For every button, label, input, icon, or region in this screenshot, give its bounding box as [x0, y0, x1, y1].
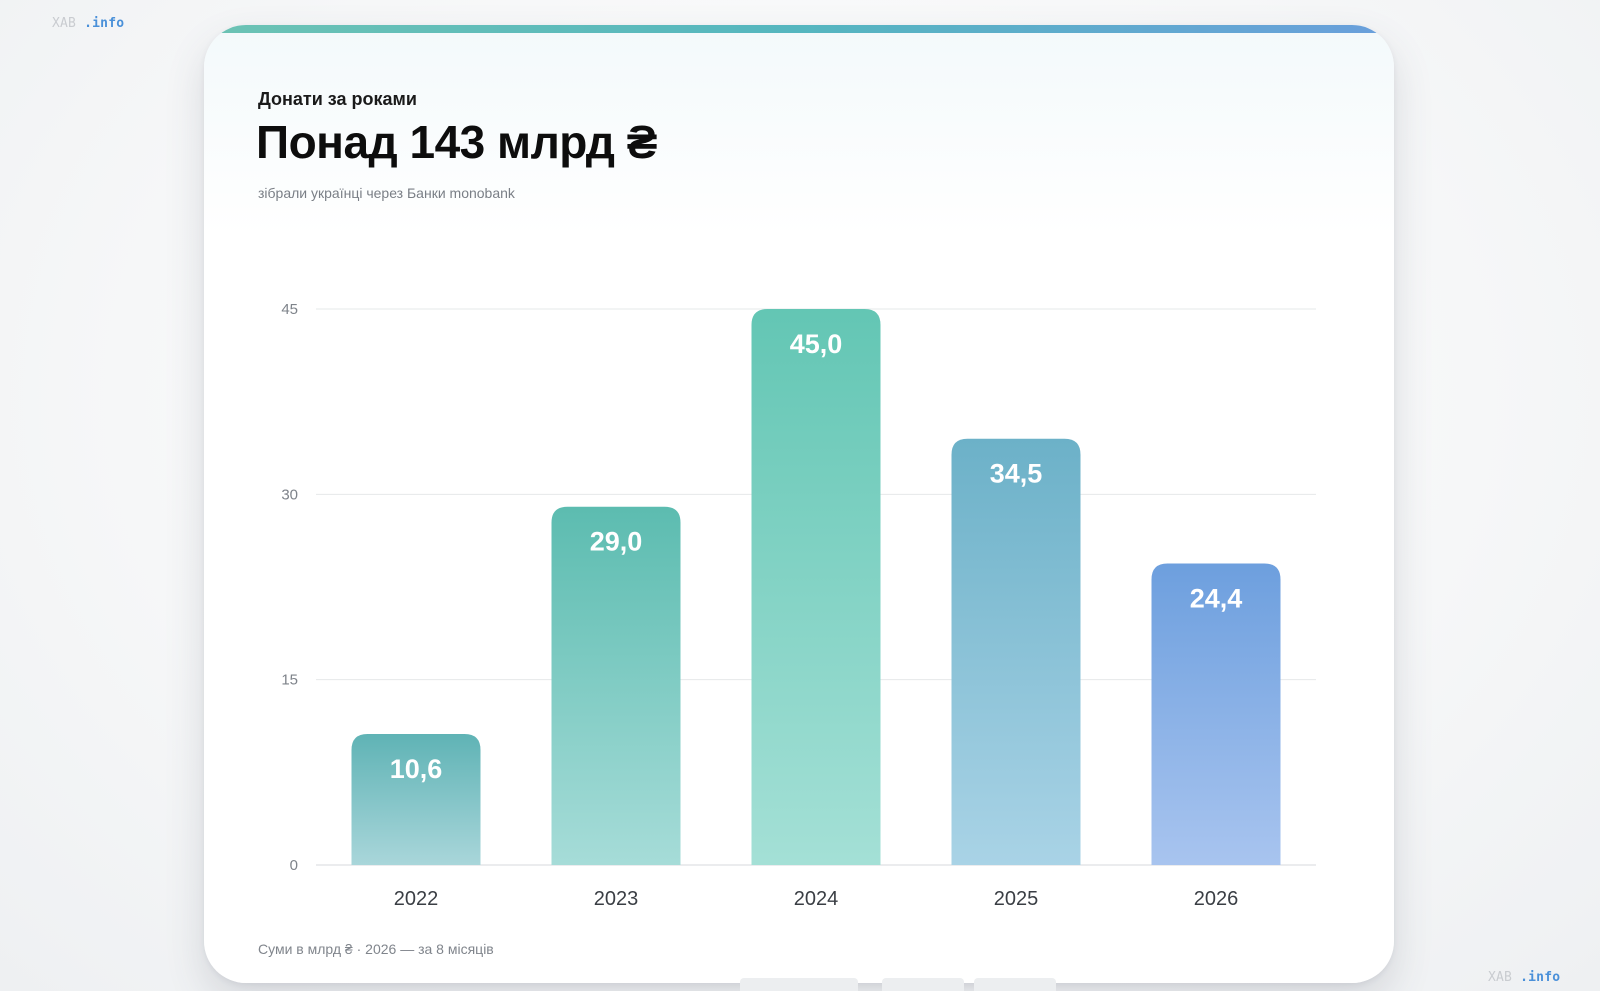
bar-2024 — [751, 309, 881, 865]
chart-headline: Понад 143 млрд ₴ — [256, 116, 657, 168]
x-category-label: 2026 — [1194, 888, 1239, 910]
bar-value-label: 45,0 — [790, 329, 843, 359]
brand-logo-top: ХАВ .info — [52, 16, 124, 31]
x-category-label: 2023 — [594, 888, 639, 910]
bar-value-label: 34,5 — [990, 459, 1043, 489]
chart-caption: зібрали українці через Банки monobank — [258, 185, 515, 201]
bar-2025 — [951, 438, 1081, 865]
x-category-label: 2022 — [394, 888, 439, 910]
brand-name: ХАВ — [52, 16, 77, 31]
bottom-tab — [974, 978, 1056, 991]
y-tick-label: 30 — [281, 486, 298, 503]
label-layer: 0 15 30 45 10,6 2022 29,0 2023 45,0 2024 34,5 2025 2… — [281, 301, 1242, 910]
brand-name: ХАВ — [1488, 970, 1513, 985]
bar-value-label: 24,4 — [1190, 584, 1243, 614]
bar-2022 — [351, 734, 481, 865]
x-category-label: 2024 — [794, 888, 839, 910]
brand-suffix: .info — [1520, 970, 1561, 985]
brand-logo-bottom: ХАВ .info — [1488, 970, 1560, 985]
bar-2026 — [1151, 563, 1281, 865]
x-category-label: 2025 — [994, 888, 1039, 910]
y-tick-label: 15 — [281, 672, 298, 689]
chart-card: Донати за роками Понад 143 млрд ₴ зібрал… — [204, 25, 1394, 983]
chart-kicker: Донати за роками — [258, 89, 417, 109]
card-accent-bar — [204, 25, 1394, 33]
bar-value-label: 10,6 — [390, 754, 443, 784]
bar-chart: 0 15 30 45 10,6 2022 29,0 2023 45,0 2024 34,5 2025 2… — [281, 301, 1316, 910]
bottom-tab — [740, 978, 858, 991]
bottom-tab — [882, 978, 964, 991]
y-tick-label: 0 — [290, 857, 298, 874]
brand-suffix: .info — [84, 16, 125, 31]
bar-2023 — [551, 506, 681, 865]
y-tick-label: 45 — [281, 301, 298, 318]
chart-footnote: Суми в млрд ₴ · 2026 — за 8 місяців — [258, 941, 494, 957]
bar-layer — [351, 309, 1281, 865]
bar-value-label: 29,0 — [590, 527, 643, 557]
